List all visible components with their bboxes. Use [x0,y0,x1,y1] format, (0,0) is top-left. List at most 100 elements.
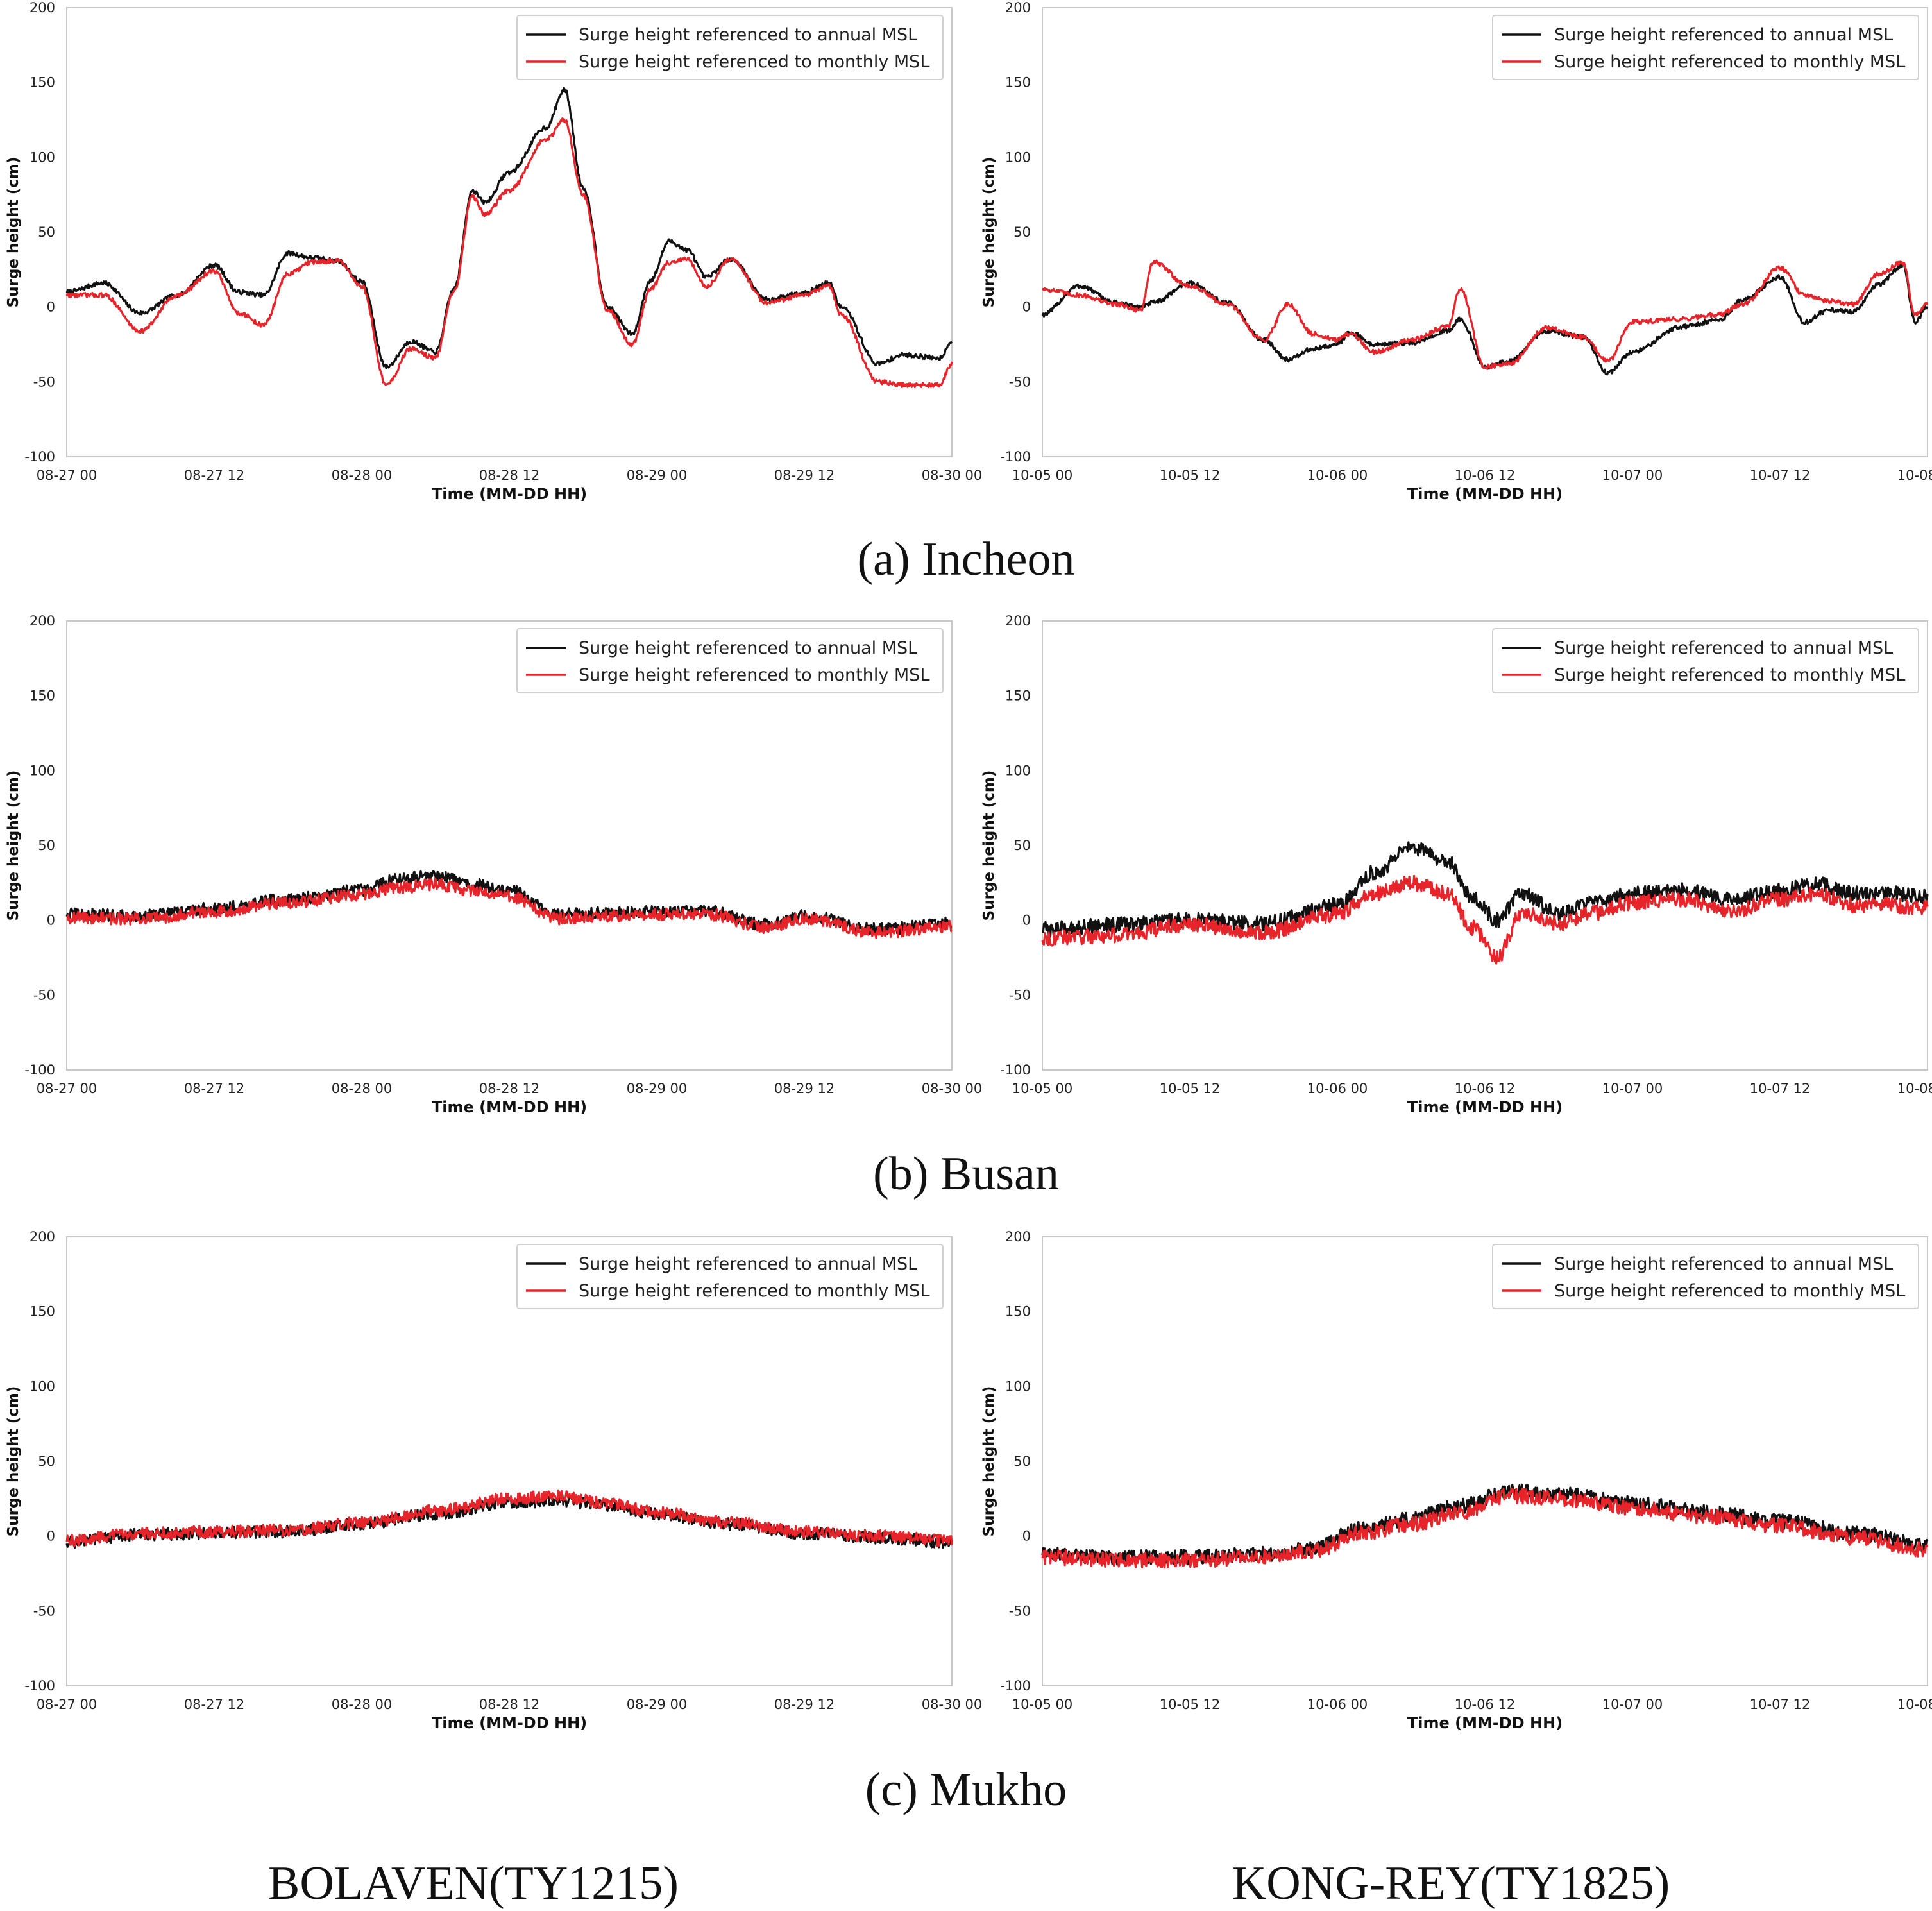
series-line-monthly-msl [65,1489,953,1547]
y-tick-label: 100 [1005,1379,1031,1394]
x-tick-label: 08-28 12 [479,1697,539,1712]
legend-label: Surge height referenced to annual MSL [579,25,917,45]
y-tick-label: -50 [33,1603,55,1618]
x-tick-label: 10-07 00 [1602,1697,1663,1712]
x-tick-label: 10-05 12 [1160,468,1220,483]
y-tick-label: -100 [24,1062,55,1078]
legend-label: Surge height referenced to annual MSL [579,1254,917,1274]
y-tick-label: 200 [1005,613,1031,629]
series-line-annual-msl [1041,262,1929,376]
x-tick-label: 08-27 12 [184,1697,244,1712]
chart-incheon-bolaven: -100 -50 0 50 100 150 200 08-27 00 08-27 12 08-28… [5,0,982,503]
x-tick-label: 10-06 12 [1455,1697,1515,1712]
x-axis-label: Time (MM-DD HH) [432,1714,587,1732]
x-tick-label: 08-28 12 [479,468,539,483]
x-tick-label: 08-30 00 [922,468,982,483]
y-tick-label: 0 [1022,300,1031,315]
y-tick-label: 150 [1005,688,1031,704]
x-axis-label: Time (MM-DD HH) [1407,1714,1563,1732]
y-tick-label: -50 [1009,987,1031,1003]
y-tick-label: 50 [1013,838,1031,853]
x-tick-label: 08-29 12 [774,1081,835,1096]
y-axis-label: Surge height (cm) [981,157,997,308]
y-tick-label: -100 [24,1678,55,1694]
y-tick-label: 200 [1005,0,1031,15]
x-tick-label: 08-28 00 [332,1081,392,1096]
x-tick-label: 08-29 12 [774,468,835,483]
chart-mukho-bolaven: -100 -50 0 50 100 150 200 08-27 00 08-27 12 08-28… [5,1229,982,1732]
series-line-monthly-msl [66,877,953,940]
legend-label: Surge height referenced to monthly MSL [579,52,929,72]
x-tick-label: 10-07 12 [1750,1697,1810,1712]
x-tick-label: 08-28 12 [479,1081,539,1096]
x-tick-label: 10-06 00 [1307,1081,1368,1096]
x-tick-label: 08-27 00 [37,1081,97,1096]
plot-frame [66,620,953,1071]
y-axis-label: Surge height (cm) [981,770,997,921]
y-axis-label: Surge height (cm) [5,770,22,921]
y-tick-label: 0 [47,300,55,315]
legend-label: Surge height referenced to annual MSL [1554,1254,1893,1274]
x-tick-label: 10-06 12 [1455,1081,1515,1096]
x-tick-label: 10-05 00 [1012,1081,1072,1096]
series-line-monthly-msl [1041,874,1929,965]
column-label-kongrey: KONG-REY(TY1825) [1232,1857,1670,1910]
x-tick-label: 08-30 00 [922,1081,982,1096]
x-tick-label: 10-05 00 [1012,1697,1072,1712]
y-tick-label: 100 [30,149,55,165]
x-tick-label: 08-27 00 [37,468,97,483]
y-tick-label: 200 [30,613,55,629]
y-tick-label: 0 [1022,1529,1031,1544]
series-line-monthly-msl [65,117,953,389]
y-tick-label: 50 [38,1454,55,1469]
x-tick-label: 08-27 12 [184,468,244,483]
x-tick-label: 08-27 00 [37,1697,97,1712]
row-caption-busan: (b) Busan [873,1148,1059,1200]
plot-frame [1042,620,1928,1071]
x-tick-label: 08-27 12 [184,1081,244,1096]
y-tick-label: 150 [30,1304,55,1320]
y-tick-label: 200 [1005,1229,1031,1244]
plot-frame [66,7,953,457]
x-tick-label: 10-08 00 [1897,1081,1932,1096]
y-tick-label: 0 [47,1529,55,1544]
legend-box [516,1244,944,1309]
legend-label: Surge height referenced to annual MSL [579,638,917,658]
legend-label: Surge height referenced to annual MSL [1554,25,1893,45]
y-tick-label: -100 [1000,449,1031,464]
plot-frame [66,1236,953,1686]
plot-frame [1042,1236,1928,1686]
y-tick-label: -50 [33,374,55,389]
series-line-monthly-msl [1041,1487,1929,1569]
chart-busan-kongrey: -100 -50 0 50 100 150 200 10-05 00 10-05 12 10-06… [981,613,1932,1116]
x-tick-label: 08-29 00 [627,468,687,483]
y-tick-label: 150 [30,688,55,704]
x-tick-label: 10-07 00 [1602,468,1663,483]
y-tick-label: 50 [1013,1454,1031,1469]
column-label-bolaven: BOLAVEN(TY1215) [268,1857,679,1910]
legend-box [516,15,944,80]
x-tick-label: 10-07 12 [1750,1081,1810,1096]
y-tick-label: 200 [30,1229,55,1244]
y-tick-label: -100 [1000,1678,1031,1694]
y-tick-label: 50 [38,838,55,853]
y-axis-label: Surge height (cm) [5,157,22,308]
x-tick-label: 08-29 12 [774,1697,835,1712]
x-tick-label: 10-06 12 [1455,468,1515,483]
x-tick-label: 10-05 12 [1160,1081,1220,1096]
y-tick-label: -50 [1009,1603,1031,1618]
legend-label: Surge height referenced to monthly MSL [1554,52,1905,72]
x-tick-label: 10-06 00 [1307,468,1368,483]
legend-box [1492,1244,1919,1309]
legend-label: Surge height referenced to annual MSL [1554,638,1893,658]
legend-box [1492,628,1919,693]
y-tick-label: 200 [30,0,55,15]
y-tick-label: -100 [24,449,55,464]
chart-incheon-kongrey: -100 -50 0 50 100 150 200 10-05 00 10-05 12 10-06… [981,0,1932,503]
y-tick-label: 100 [30,763,55,778]
y-tick-label: 50 [38,225,55,240]
y-axis-label: Surge height (cm) [981,1386,997,1537]
y-tick-label: 150 [1005,1304,1031,1320]
x-tick-label: 08-29 00 [627,1697,687,1712]
